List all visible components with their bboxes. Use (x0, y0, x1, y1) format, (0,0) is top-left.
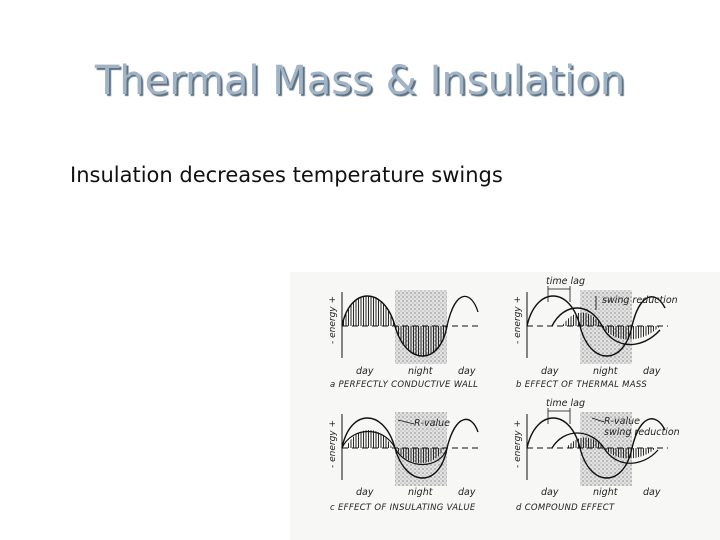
y-axis-label: - energy + (328, 296, 338, 344)
caption-d: d COMPOUND EFFECT (516, 503, 615, 513)
label-swing-reduction: swing reduction (602, 295, 678, 306)
label-day: day (356, 487, 374, 498)
r-value-pointer (591, 417, 605, 423)
stored-heat-area (566, 437, 604, 448)
label-day: day (356, 366, 374, 377)
label-r-value: R-value (604, 416, 640, 427)
label-night: night (408, 487, 434, 498)
label-time-lag: time lag (546, 398, 585, 409)
temperature-curve-tail (446, 295, 479, 327)
label-day: day (541, 487, 559, 498)
panel-c: - energy + R-value day night day c EFFEC… (328, 412, 480, 513)
slide-subtitle: Insulation decreases temperature swings (70, 163, 503, 187)
label-night: night (408, 366, 434, 377)
reduced-loss-area (396, 448, 444, 463)
y-axis-label: - energy + (513, 420, 523, 468)
solar-gain-area (342, 296, 395, 326)
outdoor-temperature-curve (341, 417, 479, 479)
outdoor-temperature-curve (526, 295, 666, 357)
heat-loss-area (395, 326, 447, 356)
label-day: day (643, 366, 661, 377)
label-night: night (593, 487, 619, 498)
caption-c: c EFFECT OF INSULATING VALUE (330, 503, 476, 513)
label-swing-reduction: swing reduction (604, 427, 680, 438)
stored-heat-area (562, 312, 602, 326)
thermal-diagram-svg: - energy + day night day a PERFECTLY CON… (328, 276, 680, 513)
label-day: day (541, 366, 559, 377)
reduced-gain-area (346, 430, 392, 448)
panel-a: - energy + day night day a PERFECTLY CON… (328, 290, 480, 390)
slide-title: Thermal Mass & Insulation (94, 58, 626, 104)
panel-b: - energy + time lag swing reduction day … (513, 276, 678, 390)
label-day: day (643, 487, 661, 498)
label-day: day (458, 366, 476, 377)
caption-a: a PERFECTLY CONDUCTIVE WALL (330, 380, 478, 390)
y-axis-label: - energy + (328, 420, 338, 468)
label-night: night (593, 366, 619, 377)
caption-b: b EFFECT OF THERMAL MASS (516, 380, 647, 390)
compound-curve (551, 432, 659, 464)
label-time-lag: time lag (546, 276, 585, 287)
label-r-value: R-value (414, 418, 450, 429)
r-value-pointer (397, 419, 415, 425)
released-heat-area (604, 448, 656, 459)
y-axis-label: - energy + (513, 296, 523, 344)
label-day: day (458, 487, 476, 498)
thermal-diagram-figure: - energy + day night day a PERFECTLY CON… (290, 272, 720, 540)
outdoor-temperature-curve (526, 417, 666, 479)
panel-d: - energy + time lag R-value swing reduct… (513, 398, 680, 513)
